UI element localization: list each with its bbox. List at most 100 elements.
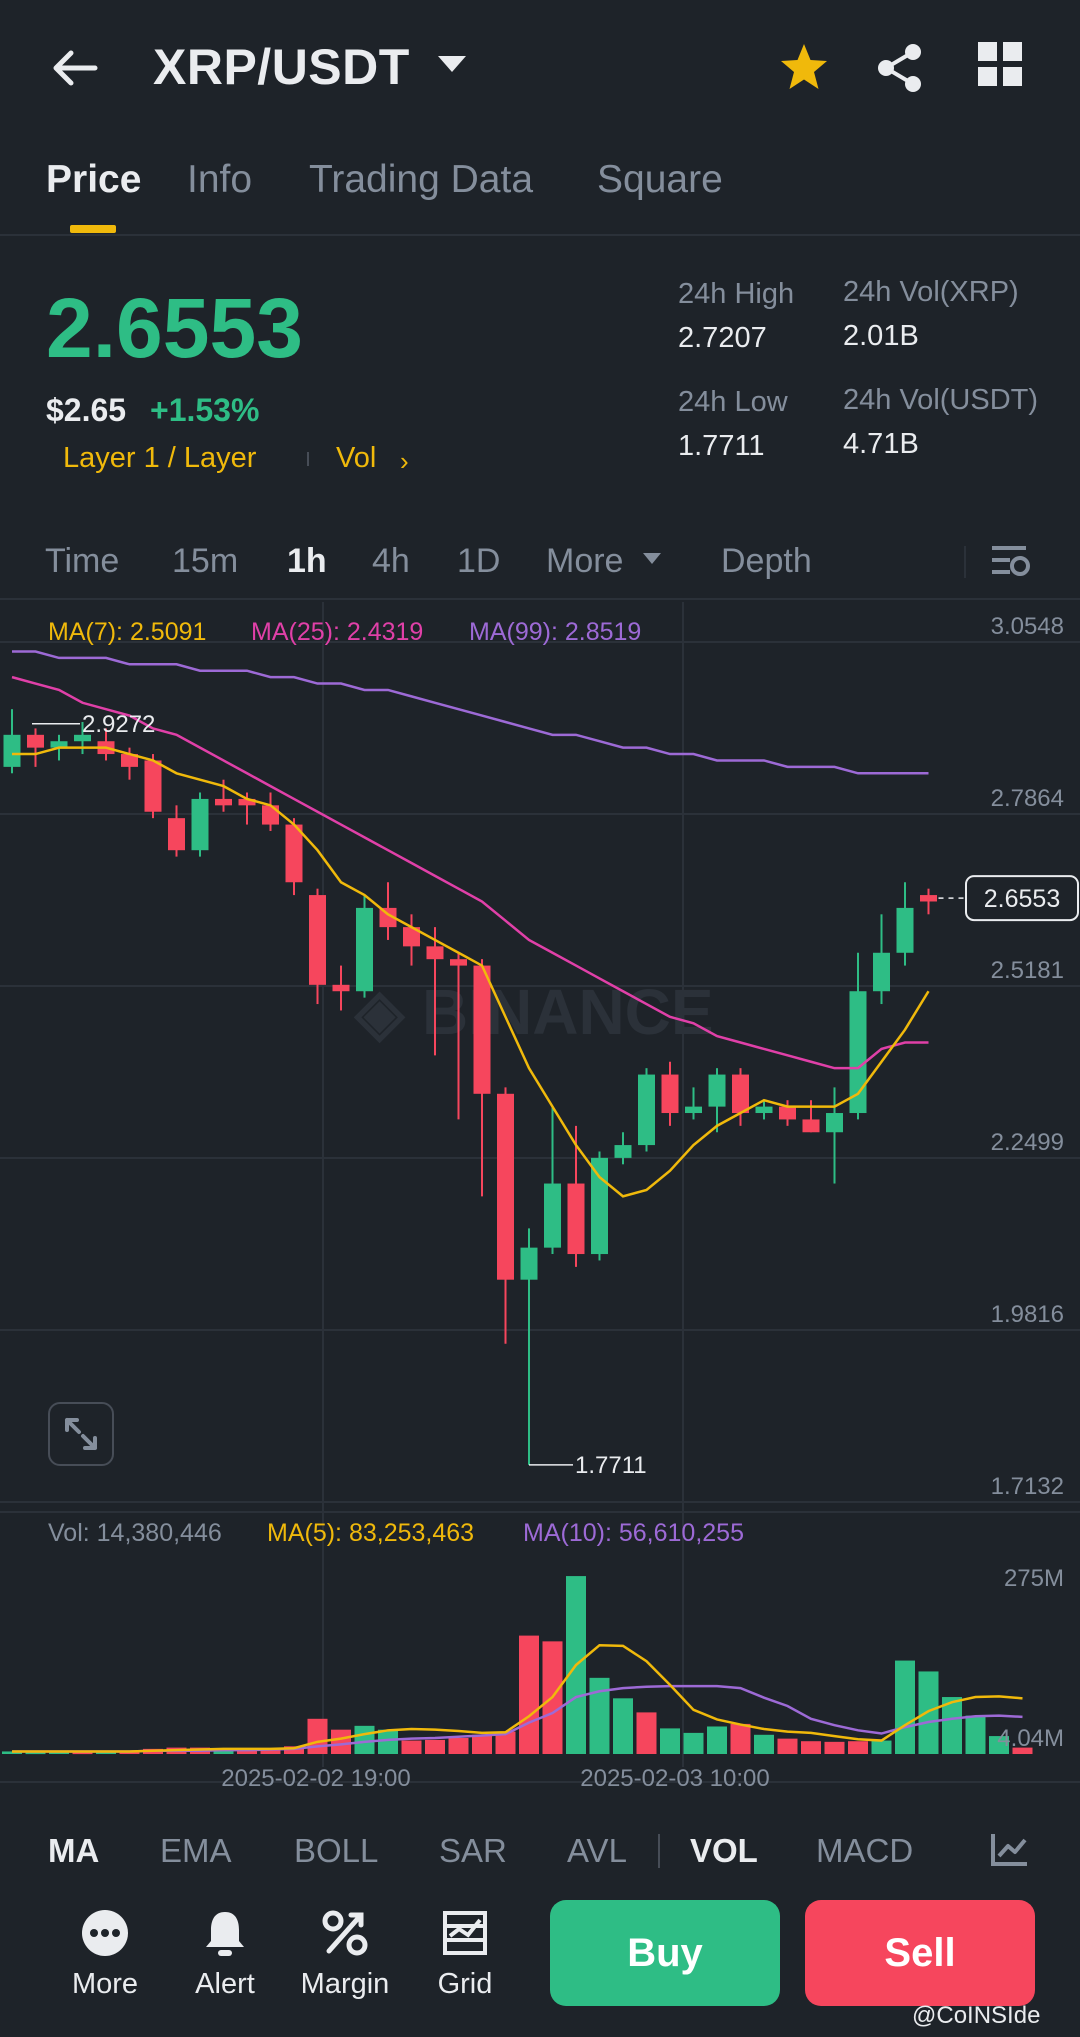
vol-xrp-value: 2.01B [843, 320, 919, 352]
percent-icon [322, 1910, 368, 1956]
ma99-legend: MA(99): 2.8519 [469, 618, 642, 646]
candle-body [520, 1247, 538, 1280]
volume-bar [589, 1677, 610, 1754]
volume-bar [72, 1752, 93, 1755]
indicator-ma[interactable]: MA [48, 1832, 100, 1869]
volume-bar [660, 1728, 680, 1754]
interval-1d[interactable]: 1D [457, 542, 501, 580]
tag-vol[interactable]: Vol [336, 442, 377, 474]
caret-down-icon[interactable] [643, 553, 661, 564]
candle-body [544, 1183, 561, 1248]
sell-button[interactable]: Sell [805, 1900, 1035, 2006]
volume-bar [96, 1751, 116, 1754]
interval-15m[interactable]: 15m [172, 542, 239, 580]
grid-action[interactable]: Grid [415, 1908, 515, 2008]
volume-bar [895, 1660, 915, 1754]
volume-bar [425, 1739, 445, 1754]
low-label: 24h Low [678, 386, 788, 418]
volume-bar [2, 1751, 22, 1754]
alert-action[interactable]: Alert [175, 1908, 275, 2008]
interval-4h[interactable]: 4h [372, 542, 410, 580]
vol-usdt-label: 24h Vol(USDT) [843, 384, 1039, 416]
interval-depth[interactable]: Depth [721, 542, 812, 580]
margin-action[interactable]: Margin [295, 1908, 395, 2008]
volume-bar [801, 1741, 821, 1754]
candle-body [3, 734, 21, 767]
volume-bar [848, 1741, 868, 1754]
grid-icon [978, 42, 1022, 86]
active-tab-indicator [70, 225, 116, 233]
volume-bar [1012, 1747, 1033, 1754]
candle-body [732, 1074, 749, 1114]
interval-time[interactable]: Time [45, 542, 120, 580]
indicator-sar[interactable]: SAR [439, 1832, 507, 1869]
page-tabs: Price Info Trading Data Square [0, 150, 1080, 236]
grid-layout-button[interactable] [976, 40, 1032, 96]
volume-bar [237, 1749, 257, 1754]
candle-body [403, 927, 420, 947]
tab-square[interactable]: Square [597, 158, 723, 201]
credit-text: @CoINSIde [912, 2002, 1041, 2029]
volume-bar [354, 1725, 375, 1754]
indicator-vol[interactable]: VOL [690, 1832, 758, 1869]
candle-body [849, 991, 867, 1114]
more-action[interactable]: More [55, 1908, 155, 2008]
share-icon [878, 44, 921, 92]
vol-ma5-legend: MA(5): 83,253,463 [267, 1519, 475, 1547]
indicator-avl[interactable]: AVL [567, 1832, 627, 1869]
volume-bar [448, 1738, 469, 1754]
tab-price[interactable]: Price [46, 158, 142, 201]
price-usd: $2.65 [46, 392, 127, 428]
y-tick-label: 2.7864 [991, 785, 1064, 812]
alert-label: Alert [195, 1968, 255, 2000]
header: XRP/USDT [0, 0, 1080, 135]
expand-chart-button[interactable] [48, 1402, 114, 1466]
low-value: 1.7711 [678, 430, 765, 462]
candle-body [27, 734, 44, 748]
volume-bar [519, 1635, 539, 1754]
kline-chart[interactable]: ◈ BINANCE 3.0548 2.7864 2.5181 2.2499 1.9816 1… [0, 602, 1080, 1802]
share-button[interactable] [872, 40, 928, 96]
grid-trading-icon [443, 1911, 487, 1955]
caret-down-icon[interactable] [438, 56, 466, 72]
tag-layer[interactable]: Layer 1 / Layer [63, 442, 257, 474]
low-marker-label: 1.7711 [575, 1452, 647, 1479]
indicator-chart-icon [991, 1834, 1027, 1866]
ma7-line [12, 746, 930, 1198]
favorite-button[interactable] [776, 40, 832, 96]
high-value: 2.7207 [678, 322, 767, 354]
candle-body [285, 824, 303, 883]
divider [964, 546, 966, 578]
indicator-ema[interactable]: EMA [160, 1832, 232, 1869]
star-icon [781, 44, 827, 89]
tab-info[interactable]: Info [187, 158, 253, 201]
chart-settings-button[interactable] [988, 540, 1032, 584]
pair-title[interactable]: XRP/USDT [153, 39, 410, 95]
interval-1h[interactable]: 1h [287, 542, 327, 580]
candle-body [497, 1093, 514, 1280]
candle-body [356, 907, 373, 992]
buy-button[interactable]: Buy [550, 1900, 780, 2006]
expand-icon [65, 1418, 97, 1450]
candle-body [473, 965, 491, 1094]
indicator-boll[interactable]: BOLL [294, 1832, 379, 1869]
volume-bar [495, 1731, 516, 1754]
interval-bar: Time 15m 1h 4h 1D More Depth [0, 530, 1080, 600]
chevron-right-icon[interactable]: › [400, 446, 409, 476]
exchange-watermark: ◈ BINANCE [353, 976, 714, 1048]
volume-bar [965, 1715, 986, 1754]
more-label: More [71, 1968, 139, 2000]
volume-bar [683, 1732, 704, 1754]
back-button[interactable] [45, 40, 105, 96]
volume-bar [777, 1738, 798, 1754]
tab-trading-data[interactable]: Trading Data [309, 158, 534, 201]
vol-ma5-line [12, 1643, 1023, 1753]
indicator-settings-button[interactable] [990, 1832, 1030, 1868]
candle-body [191, 798, 209, 851]
indicator-macd[interactable]: MACD [816, 1832, 914, 1869]
volume-bar [331, 1729, 351, 1754]
volume-bar [871, 1740, 892, 1754]
interval-more[interactable]: More [546, 542, 624, 580]
divider [658, 1834, 660, 1868]
candle-body [614, 1145, 632, 1158]
